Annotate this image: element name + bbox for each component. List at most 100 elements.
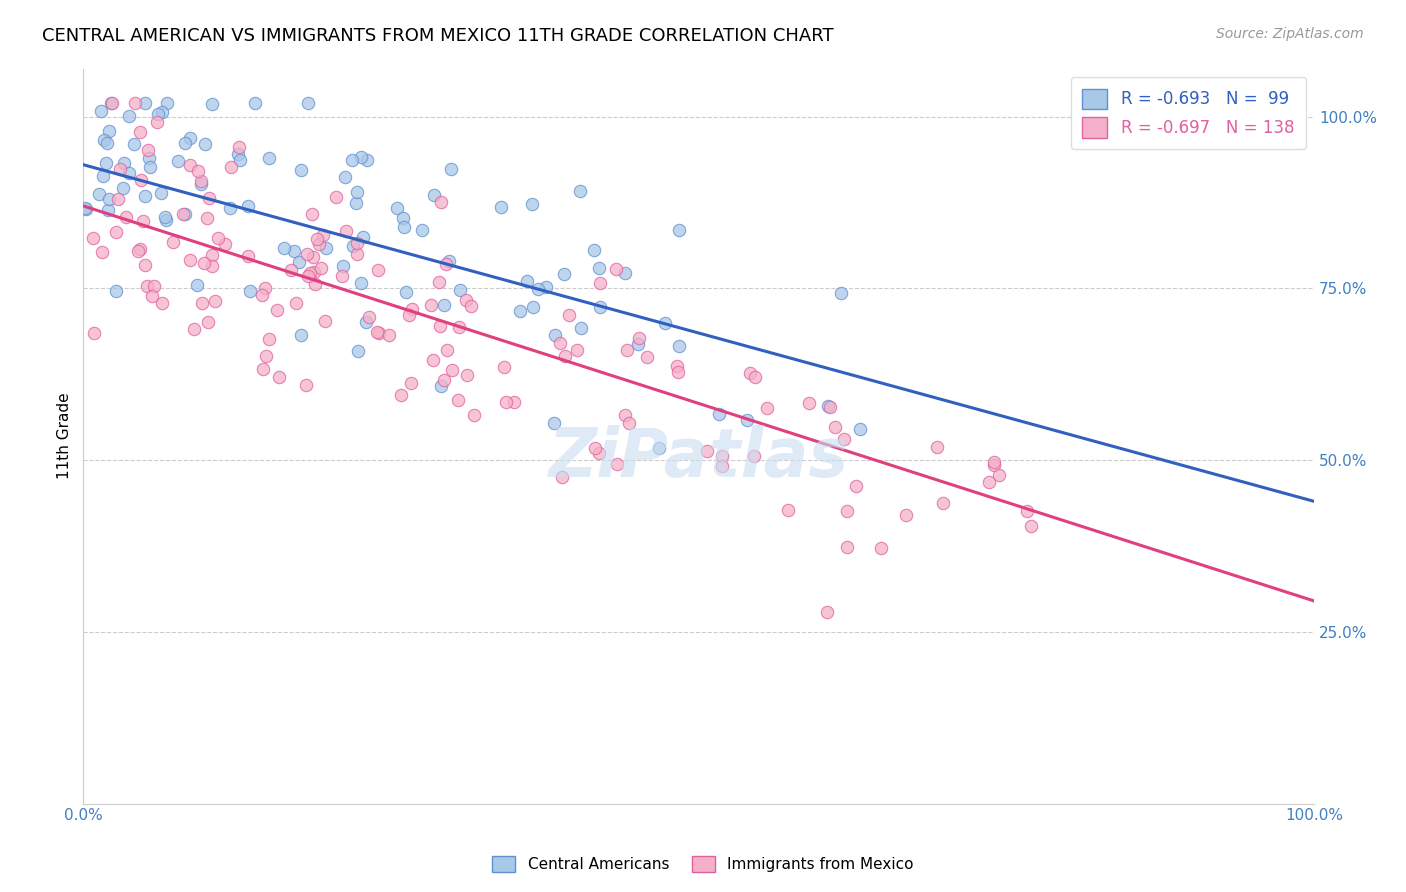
Point xyxy=(456,368,478,382)
Point xyxy=(290,162,312,177)
Text: Source: ZipAtlas.com: Source: ZipAtlas.com xyxy=(1216,27,1364,41)
Point xyxy=(352,229,374,244)
Point xyxy=(141,289,163,303)
Point xyxy=(173,136,195,150)
Point xyxy=(565,343,588,357)
Point xyxy=(696,443,718,458)
Point xyxy=(588,260,610,275)
Point xyxy=(668,339,690,353)
Point xyxy=(359,310,381,324)
Point xyxy=(392,220,415,235)
Point xyxy=(107,192,129,206)
Point xyxy=(100,95,122,110)
Point xyxy=(110,161,132,176)
Point xyxy=(654,316,676,330)
Point xyxy=(430,195,453,210)
Point xyxy=(104,226,127,240)
Point xyxy=(447,393,470,408)
Point xyxy=(648,441,671,455)
Point xyxy=(167,154,190,169)
Point xyxy=(534,280,557,294)
Point xyxy=(195,211,218,226)
Point xyxy=(299,266,322,280)
Point xyxy=(105,284,128,298)
Point xyxy=(437,254,460,268)
Point xyxy=(94,156,117,170)
Point xyxy=(551,470,574,484)
Point xyxy=(204,294,226,309)
Point xyxy=(150,104,173,119)
Point xyxy=(254,349,277,363)
Point xyxy=(297,269,319,284)
Point xyxy=(430,379,453,393)
Point xyxy=(115,211,138,225)
Point xyxy=(197,191,219,205)
Point xyxy=(548,336,571,351)
Point xyxy=(174,207,197,221)
Point xyxy=(588,446,610,460)
Point xyxy=(127,244,149,258)
Point xyxy=(394,285,416,299)
Point xyxy=(150,296,173,310)
Point xyxy=(614,409,637,423)
Point xyxy=(589,276,612,290)
Point xyxy=(309,261,332,276)
Point xyxy=(668,223,690,237)
Point xyxy=(346,235,368,250)
Point xyxy=(509,304,531,318)
Point xyxy=(589,300,612,314)
Point xyxy=(218,201,240,215)
Point xyxy=(314,314,336,328)
Point xyxy=(368,326,391,341)
Point xyxy=(983,455,1005,469)
Point xyxy=(302,265,325,279)
Y-axis label: 11th Grade: 11th Grade xyxy=(58,392,72,479)
Point xyxy=(568,184,591,198)
Point xyxy=(118,166,141,180)
Point xyxy=(342,239,364,253)
Point xyxy=(155,210,177,224)
Point xyxy=(554,350,576,364)
Point xyxy=(179,130,201,145)
Point xyxy=(491,200,513,214)
Point xyxy=(273,241,295,255)
Point xyxy=(441,363,464,377)
Point xyxy=(295,247,318,261)
Point xyxy=(138,151,160,165)
Point xyxy=(495,395,517,409)
Point xyxy=(411,223,433,237)
Point xyxy=(845,479,868,493)
Text: ZiPatlas: ZiPatlas xyxy=(548,425,849,491)
Point xyxy=(583,441,606,455)
Point xyxy=(367,263,389,277)
Point xyxy=(194,136,217,151)
Point xyxy=(301,207,323,221)
Point xyxy=(312,228,335,243)
Point xyxy=(707,407,730,421)
Point xyxy=(977,475,1000,489)
Point xyxy=(503,395,526,409)
Point xyxy=(190,174,212,188)
Point xyxy=(744,370,766,384)
Point xyxy=(756,401,779,416)
Point xyxy=(350,150,373,164)
Point xyxy=(628,331,651,345)
Point xyxy=(172,206,194,220)
Point xyxy=(1015,504,1038,518)
Point xyxy=(183,322,205,336)
Point xyxy=(447,319,470,334)
Point xyxy=(239,284,262,298)
Point xyxy=(738,367,761,381)
Point xyxy=(330,268,353,283)
Point xyxy=(983,458,1005,472)
Point xyxy=(527,282,550,296)
Point xyxy=(558,308,581,322)
Point xyxy=(520,196,543,211)
Point xyxy=(434,257,457,271)
Point xyxy=(134,95,156,110)
Point xyxy=(135,278,157,293)
Point xyxy=(666,365,689,379)
Point xyxy=(830,285,852,300)
Point xyxy=(627,337,650,351)
Point xyxy=(118,109,141,123)
